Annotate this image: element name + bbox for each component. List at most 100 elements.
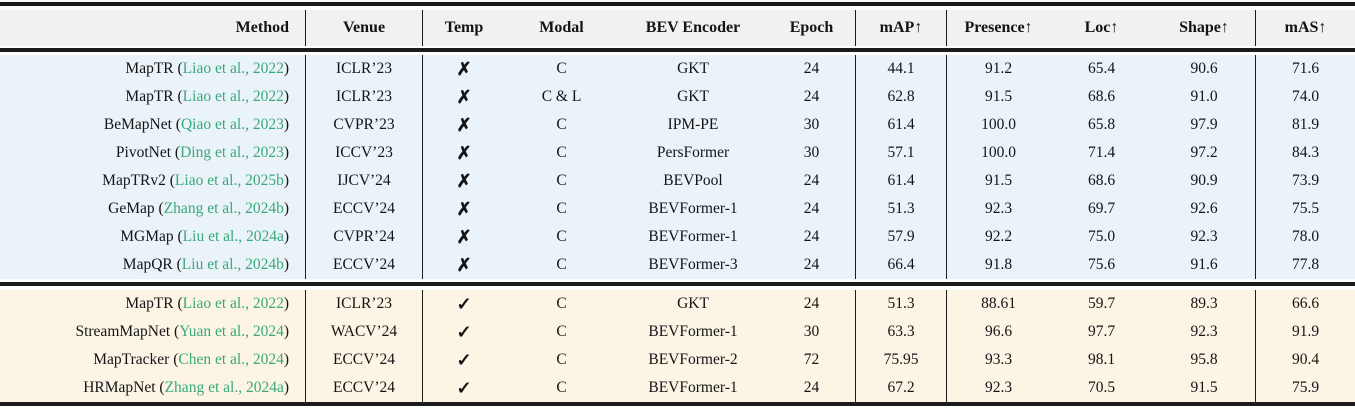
presence-cell: 100.0 — [981, 144, 1016, 162]
method-cell: MGMap (Liu et al., 2024a) — [0, 223, 305, 251]
mid-rule — [0, 282, 1355, 286]
table-row: MGMap (Liu et al., 2024a) CVPR’24 ✗ C BEVFor… — [0, 223, 1355, 251]
epoch-cell: 30 — [803, 323, 820, 341]
citation-link[interactable]: Liao et al., 2022 — [182, 88, 284, 106]
venue-cell: CVPR’23 — [305, 111, 423, 139]
map-cell: 67.2 — [855, 374, 947, 402]
citation-paren-close: ) — [283, 323, 289, 341]
modal-cell: C — [556, 379, 567, 397]
shape-cell: 91.6 — [1190, 256, 1218, 274]
citation-paren-open: ( — [170, 323, 180, 341]
cross-icon: ✗ — [456, 171, 472, 191]
epoch-cell: 24 — [803, 60, 820, 78]
method-name: MapTR — [125, 60, 174, 78]
epoch-cell: 24 — [803, 295, 820, 313]
loc-cell: 98.1 — [1087, 351, 1116, 369]
modal-cell: C — [556, 323, 567, 341]
table-row: MapTR (Liao et al., 2022) ICLR’23 ✗ C & L GK… — [0, 83, 1355, 111]
modal-cell: C — [556, 256, 567, 274]
presence-cell: 92.3 — [984, 200, 1013, 218]
method-name: PivotNet — [115, 144, 172, 162]
citation-paren-close: ) — [283, 88, 289, 106]
citation-link[interactable]: Zhang et al., 2024b — [163, 200, 284, 218]
epoch-cell: 24 — [803, 172, 820, 190]
presence-cell: 88.61 — [981, 295, 1016, 313]
mas-cell: 90.4 — [1255, 346, 1355, 374]
map-cell: 57.1 — [855, 139, 947, 167]
table-row: MapTRv2 (Liao et al., 2025b) IJCV’24 ✗ C BEV… — [0, 167, 1355, 195]
mas-cell: 66.6 — [1255, 290, 1355, 318]
bev-cell: BEVFormer-3 — [648, 256, 738, 274]
cross-icon: ✗ — [456, 143, 472, 163]
check-icon: ✓ — [456, 322, 472, 342]
citation-paren-close: ) — [283, 351, 289, 369]
venue-cell: ECCV’24 — [305, 251, 423, 279]
method-name: MapTracker — [93, 351, 170, 369]
venue-cell: ICLR’23 — [305, 55, 423, 83]
venue-cell: ECCV’24 — [305, 346, 423, 374]
modal-cell: C — [556, 200, 567, 218]
method-name: StreamMapNet — [75, 323, 171, 341]
presence-cell: 100.0 — [981, 116, 1016, 134]
citation-link[interactable]: Yuan et al., 2024 — [179, 323, 284, 341]
column-header-loc: Loc↑ — [1084, 19, 1119, 36]
shape-cell: 90.9 — [1190, 172, 1218, 190]
method-cell: BeMapNet (Qiao et al., 2023) — [0, 111, 305, 139]
citation-link[interactable]: Liao et al., 2022 — [182, 60, 284, 78]
citation-link[interactable]: Chen et al., 2024 — [178, 351, 284, 369]
bev-cell: BEVFormer-1 — [648, 323, 738, 341]
loc-cell: 97.7 — [1087, 323, 1116, 341]
citation-paren-open: ( — [172, 256, 182, 274]
citation-paren-close: ) — [283, 116, 289, 134]
method-name: HRMapNet — [83, 379, 156, 397]
column-header-method: Method — [235, 19, 289, 36]
citation-paren-open: ( — [155, 379, 165, 397]
venue-cell: IJCV’24 — [305, 167, 423, 195]
citation-link[interactable]: Liu et al., 2024a — [182, 228, 284, 246]
presence-cell: 93.3 — [984, 351, 1013, 369]
mas-cell: 75.5 — [1255, 195, 1355, 223]
shape-cell: 97.2 — [1190, 144, 1218, 162]
mas-cell: 74.0 — [1255, 83, 1355, 111]
citation-paren-open: ( — [173, 228, 183, 246]
venue-cell: ICLR’23 — [305, 290, 423, 318]
epoch-cell: 30 — [803, 116, 820, 134]
citation-paren-close: ) — [283, 256, 289, 274]
epoch-cell: 24 — [803, 256, 820, 274]
mas-cell: 84.3 — [1255, 139, 1355, 167]
method-name: MapTR — [125, 295, 174, 313]
presence-cell: 91.2 — [984, 60, 1013, 78]
check-icon: ✓ — [456, 294, 472, 314]
loc-cell: 75.6 — [1087, 256, 1116, 274]
citation-paren-open: ( — [173, 295, 183, 313]
citation-link[interactable]: Liao et al., 2022 — [182, 295, 284, 313]
method-name: MapTRv2 — [102, 172, 166, 190]
shape-cell: 92.6 — [1190, 200, 1218, 218]
modal-cell: C — [556, 228, 567, 246]
epoch-cell: 30 — [803, 144, 820, 162]
presence-cell: 91.5 — [984, 88, 1013, 106]
loc-cell: 65.8 — [1087, 116, 1116, 134]
citation-link[interactable]: Liu et al., 2024b — [181, 256, 284, 274]
mas-cell: 75.9 — [1255, 374, 1355, 402]
method-cell: GeMap (Zhang et al., 2024b) — [0, 195, 305, 223]
map-cell: 61.4 — [855, 167, 947, 195]
citation-link[interactable]: Ding et al., 2023 — [180, 144, 284, 162]
citation-link[interactable]: Liao et al., 2025b — [174, 172, 284, 190]
column-header-shape: Shape↑ — [1179, 19, 1229, 36]
table-row: BeMapNet (Qiao et al., 2023) CVPR’23 ✗ C IPM… — [0, 111, 1355, 139]
cross-icon: ✗ — [456, 115, 472, 135]
citation-link[interactable]: Qiao et al., 2023 — [180, 116, 284, 134]
method-cell: MapQR (Liu et al., 2024b) — [0, 251, 305, 279]
column-header-map: mAP↑ — [855, 10, 947, 46]
presence-cell: 96.6 — [984, 323, 1013, 341]
citation-paren-close: ) — [283, 200, 289, 218]
cross-icon: ✗ — [456, 227, 472, 247]
group-non-temporal: MapTR (Liao et al., 2022) ICLR’23 ✗ C GKT 24 4… — [0, 55, 1355, 279]
citation-link[interactable]: Zhang et al., 2024a — [164, 379, 284, 397]
citation-paren-open: ( — [173, 60, 183, 78]
citation-paren-close: ) — [283, 144, 289, 162]
bev-cell: PersFormer — [656, 144, 730, 162]
method-name: BeMapNet — [103, 116, 172, 134]
